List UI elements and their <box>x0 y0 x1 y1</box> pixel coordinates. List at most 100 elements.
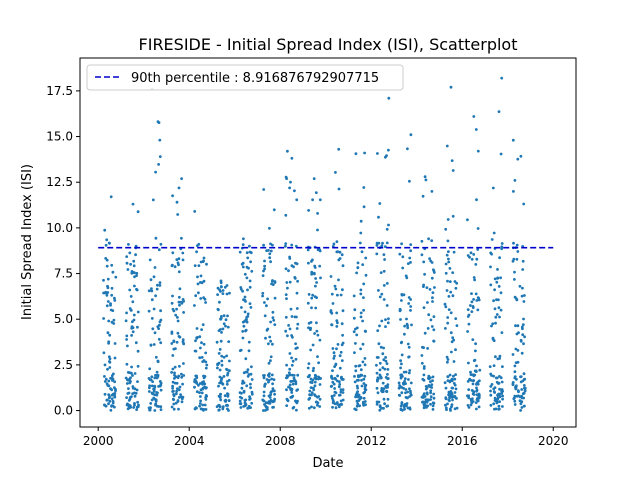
scatter-point <box>136 310 140 314</box>
scatter-point <box>177 270 181 274</box>
scatter-point <box>205 363 209 367</box>
scatter-point <box>201 260 205 263</box>
scatter-point <box>150 375 154 379</box>
scatter-point <box>295 389 299 392</box>
scatter-point <box>384 155 387 159</box>
scatter-point <box>268 402 272 405</box>
scatter-point <box>148 386 151 390</box>
scatter-point <box>201 323 205 326</box>
scatter-point <box>359 311 363 315</box>
scatter-point <box>340 343 344 347</box>
scatter-point <box>447 308 451 311</box>
scatter-point <box>125 261 129 265</box>
scatter-point <box>361 319 364 323</box>
scatter-point <box>193 304 196 307</box>
scatter-point <box>110 320 114 324</box>
scatter-point <box>523 335 526 339</box>
scatter-point <box>135 274 138 277</box>
scatter-point <box>491 337 495 341</box>
scatter-point <box>430 261 434 264</box>
scatter-point <box>106 277 110 281</box>
scatter-point <box>195 376 199 379</box>
scatter-point <box>159 408 163 411</box>
scatter-point <box>520 351 524 355</box>
scatter-point <box>470 300 474 304</box>
scatter-point <box>156 373 160 377</box>
scatter-point <box>221 292 225 295</box>
scatter-point <box>241 336 245 340</box>
scatter-point <box>452 360 456 363</box>
scatter-point <box>195 390 199 394</box>
scatter-point <box>177 263 180 267</box>
scatter-point <box>264 401 268 405</box>
scatter-point <box>285 376 289 379</box>
scatter-point <box>432 315 436 318</box>
scatter-point <box>356 261 360 265</box>
scatter-point <box>246 368 250 371</box>
scatter-point <box>384 376 388 379</box>
scatter-point <box>113 394 117 398</box>
scatter-point <box>341 264 345 268</box>
scatter-point <box>128 397 132 401</box>
scatter-point <box>336 374 339 378</box>
scatter-point <box>306 248 310 252</box>
scatter-point <box>340 377 344 381</box>
scatter-point <box>110 286 114 290</box>
scatter-point <box>431 300 434 303</box>
scatter-point <box>220 354 224 358</box>
scatter-point <box>386 368 390 371</box>
x-axis: 2000 2004 2008 2012 2016 2020 <box>83 427 569 448</box>
scatter-point <box>268 396 272 399</box>
scatter-point <box>364 256 368 260</box>
scatter-point <box>269 355 273 359</box>
scatter-point <box>111 399 115 403</box>
scatter-point <box>355 404 359 408</box>
scatter-point <box>471 338 475 341</box>
scatter-point <box>171 386 175 390</box>
scatter-point <box>249 372 253 376</box>
scatter-point <box>315 329 319 333</box>
scatter-point <box>128 288 132 292</box>
scatter-point <box>448 399 451 403</box>
scatter-point <box>332 394 336 397</box>
scatter-point <box>516 157 520 161</box>
scatter-point <box>149 278 153 282</box>
scatter-point <box>250 392 254 396</box>
scatter-point <box>471 305 475 308</box>
scatter-point <box>243 404 247 408</box>
scatter-point <box>425 286 429 289</box>
scatter-point <box>226 325 230 329</box>
scatter-point <box>295 198 299 202</box>
scatter-point <box>175 307 179 311</box>
scatter-point <box>317 361 320 365</box>
x-tick-label: 2016 <box>447 434 478 448</box>
scatter-point <box>466 308 470 311</box>
scatter-point <box>359 288 363 292</box>
scatter-point <box>226 373 229 377</box>
scatter-point <box>380 387 384 390</box>
scatter-point <box>409 298 412 301</box>
scatter-point <box>195 250 199 254</box>
scatter-point <box>159 341 163 345</box>
scatter-point <box>287 371 291 375</box>
scatter-point <box>222 375 226 378</box>
scatter-point <box>450 377 454 381</box>
scatter-point <box>363 363 367 367</box>
scatter-point <box>400 362 403 366</box>
scatter-point <box>466 218 469 222</box>
scatter-point <box>378 202 382 205</box>
scatter-point <box>155 287 159 291</box>
scatter-point <box>380 319 384 323</box>
scatter-point <box>126 243 130 246</box>
scatter-point <box>107 241 111 245</box>
scatter-point <box>113 342 117 345</box>
y-tick-label: 7.5 <box>54 267 73 281</box>
scatter-point <box>246 288 249 292</box>
scatter-point <box>353 380 357 384</box>
scatter-point <box>409 261 412 264</box>
scatter-point <box>312 386 315 390</box>
scatter-point <box>427 237 430 241</box>
scatter-point <box>272 318 276 322</box>
scatter-point <box>126 344 129 348</box>
